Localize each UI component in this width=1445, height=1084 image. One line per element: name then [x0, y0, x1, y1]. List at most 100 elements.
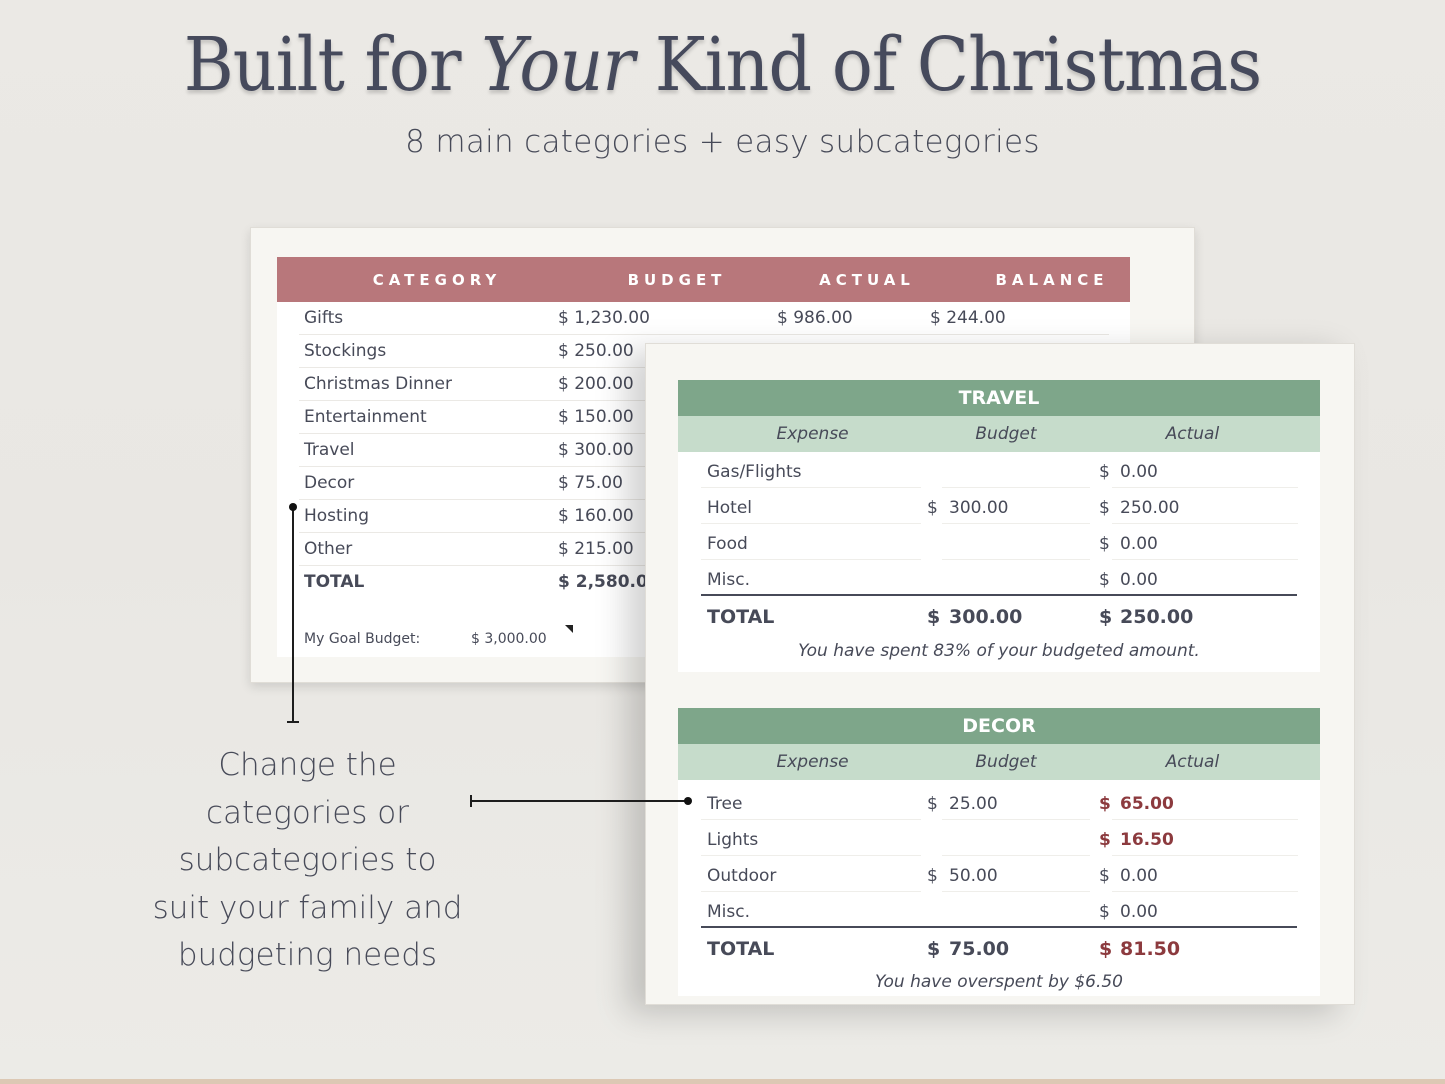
cell-category[interactable]: Stockings [304, 341, 387, 361]
cell-actual: $ 986.00 [777, 308, 853, 328]
table-row[interactable]: Gas/Flights $ 0.00 [678, 452, 1320, 488]
row-divider [1112, 487, 1298, 488]
row-divider [701, 891, 921, 892]
cell-actual[interactable]: 250.00 [1120, 498, 1180, 518]
title-part-1: Built for [183, 22, 482, 108]
comment-marker-icon[interactable] [565, 625, 573, 633]
column-header-expense: Expense [776, 752, 849, 772]
cell-budget[interactable]: $ 75.00 [558, 473, 623, 493]
cell-actual[interactable]: 0.00 [1120, 902, 1158, 922]
goal-budget-input[interactable]: $ 3,000.00 [471, 631, 547, 647]
cell-category[interactable]: Decor [304, 473, 355, 493]
row-divider [701, 819, 921, 820]
cell-actual[interactable]: 0.00 [1120, 570, 1158, 590]
cell-budget[interactable]: $ 1,230.00 [558, 308, 650, 328]
table-row[interactable]: Misc. $ 0.00 [701, 892, 1297, 928]
row-divider [942, 855, 1090, 856]
column-header-actual: Actual [1165, 752, 1220, 772]
cell-expense[interactable]: Lights [707, 830, 759, 850]
cell-budget[interactable]: 50.00 [949, 866, 998, 886]
total-budget: $ 2,580.00 [558, 572, 660, 592]
decor-status-note: You have overspent by $6.50 [875, 972, 1123, 992]
row-divider [942, 559, 1090, 560]
cell-expense[interactable]: Food [707, 534, 748, 554]
total-actual-overspent: 81.50 [1120, 938, 1181, 960]
row-divider [1112, 523, 1298, 524]
cell-actual-overspent[interactable]: 65.00 [1120, 794, 1174, 814]
cell-budget[interactable]: 300.00 [949, 498, 1009, 518]
subcategory-card: TRAVEL Expense Budget Actual Gas/Flights… [645, 343, 1355, 1005]
cell-expense[interactable]: Tree [707, 794, 743, 814]
currency-sign: $ [1099, 498, 1110, 518]
cell-expense[interactable]: Outdoor [707, 866, 777, 886]
callout-line: categories or [206, 794, 409, 831]
table-row[interactable]: Food $ 0.00 [678, 524, 1320, 560]
cell-actual[interactable]: 0.00 [1120, 462, 1158, 482]
cell-budget[interactable]: $ 300.00 [558, 440, 634, 460]
total-label: TOTAL [304, 572, 365, 592]
goal-budget-label: My Goal Budget: [304, 631, 421, 647]
decor-table: DECOR Expense Budget Actual Tree $ 25.00… [678, 708, 1320, 996]
table-row[interactable]: Misc. $ 0.00 [701, 560, 1297, 596]
cell-category[interactable]: Travel [304, 440, 355, 460]
travel-header-row: Expense Budget Actual [678, 416, 1320, 452]
row-divider [701, 855, 921, 856]
total-label: TOTAL [707, 938, 775, 960]
callout-connector-horizontal [470, 800, 686, 802]
cell-budget[interactable]: $ 160.00 [558, 506, 634, 526]
table-row[interactable]: Tree $ 25.00 $ 65.00 [678, 784, 1320, 820]
cell-actual[interactable]: 0.00 [1120, 534, 1158, 554]
travel-table: TRAVEL Expense Budget Actual Gas/Flights… [678, 380, 1320, 672]
page-subtitle: 8 main categories + easy subcategories [405, 124, 1040, 160]
cell-budget[interactable]: 25.00 [949, 794, 998, 814]
row-divider [701, 523, 921, 524]
cell-budget[interactable]: $ 150.00 [558, 407, 634, 427]
currency-sign: $ [1099, 866, 1110, 886]
row-divider [942, 523, 1090, 524]
cell-budget[interactable]: $ 215.00 [558, 539, 634, 559]
currency-sign: $ [927, 866, 938, 886]
callout-line: budgeting needs [177, 937, 438, 973]
cell-actual-overspent[interactable]: 16.50 [1120, 830, 1174, 850]
table-row[interactable]: Outdoor $ 50.00 $ 0.00 [678, 856, 1320, 892]
cell-balance: $ 244.00 [930, 308, 1006, 328]
summary-header-row: CATEGORY BUDGET ACTUAL BALANCE [277, 257, 1130, 302]
callout-connector-vertical [292, 507, 294, 723]
cell-actual[interactable]: 0.00 [1120, 866, 1158, 886]
table-row[interactable]: Lights $ 16.50 [678, 820, 1320, 856]
travel-title: TRAVEL [678, 380, 1320, 416]
column-header-expense: Expense [776, 424, 849, 444]
cell-expense[interactable]: Gas/Flights [707, 462, 802, 482]
page-title: Built for Your Kind of Christmas [58, 22, 1387, 108]
cell-category[interactable]: Christmas Dinner [304, 374, 452, 394]
column-header-budget: Budget [975, 752, 1037, 772]
table-row[interactable]: Christmas Dinner $ 200.00 [299, 368, 1109, 401]
callout-cap [470, 795, 472, 807]
callout-line: subcategories to [178, 842, 437, 878]
column-header-category: CATEGORY [372, 270, 502, 289]
cell-category[interactable]: Entertainment [304, 407, 427, 427]
callout-dot-icon [289, 503, 297, 511]
table-row[interactable]: Gifts $ 1,230.00 $ 986.00 $ 244.00 [299, 302, 1109, 335]
cell-expense[interactable]: Misc. [707, 570, 750, 590]
cell-budget[interactable]: $ 200.00 [558, 374, 634, 394]
table-row[interactable]: Hotel $ 300.00 $ 250.00 [678, 488, 1320, 524]
table-row[interactable]: Hosting $ 160.00 [299, 500, 1109, 533]
cell-category[interactable]: Gifts [304, 308, 344, 328]
callout-cap [287, 721, 299, 723]
column-header-budget: Budget [975, 424, 1037, 444]
row-divider [942, 819, 1090, 820]
row-divider [1112, 559, 1298, 560]
decor-title: DECOR [678, 708, 1320, 744]
cell-budget[interactable]: $ 250.00 [558, 341, 634, 361]
cell-category[interactable]: Other [304, 539, 353, 559]
cell-expense[interactable]: Hotel [707, 498, 753, 518]
title-italic: Your [481, 22, 635, 108]
cell-category[interactable]: Hosting [304, 506, 369, 526]
total-row: TOTAL $ 2,580.00 [299, 566, 1109, 599]
callout-dot-icon [684, 797, 692, 805]
cell-expense[interactable]: Misc. [707, 902, 750, 922]
row-divider [1112, 819, 1298, 820]
column-header-actual: Actual [1165, 424, 1220, 444]
currency-sign: $ [1099, 938, 1113, 960]
